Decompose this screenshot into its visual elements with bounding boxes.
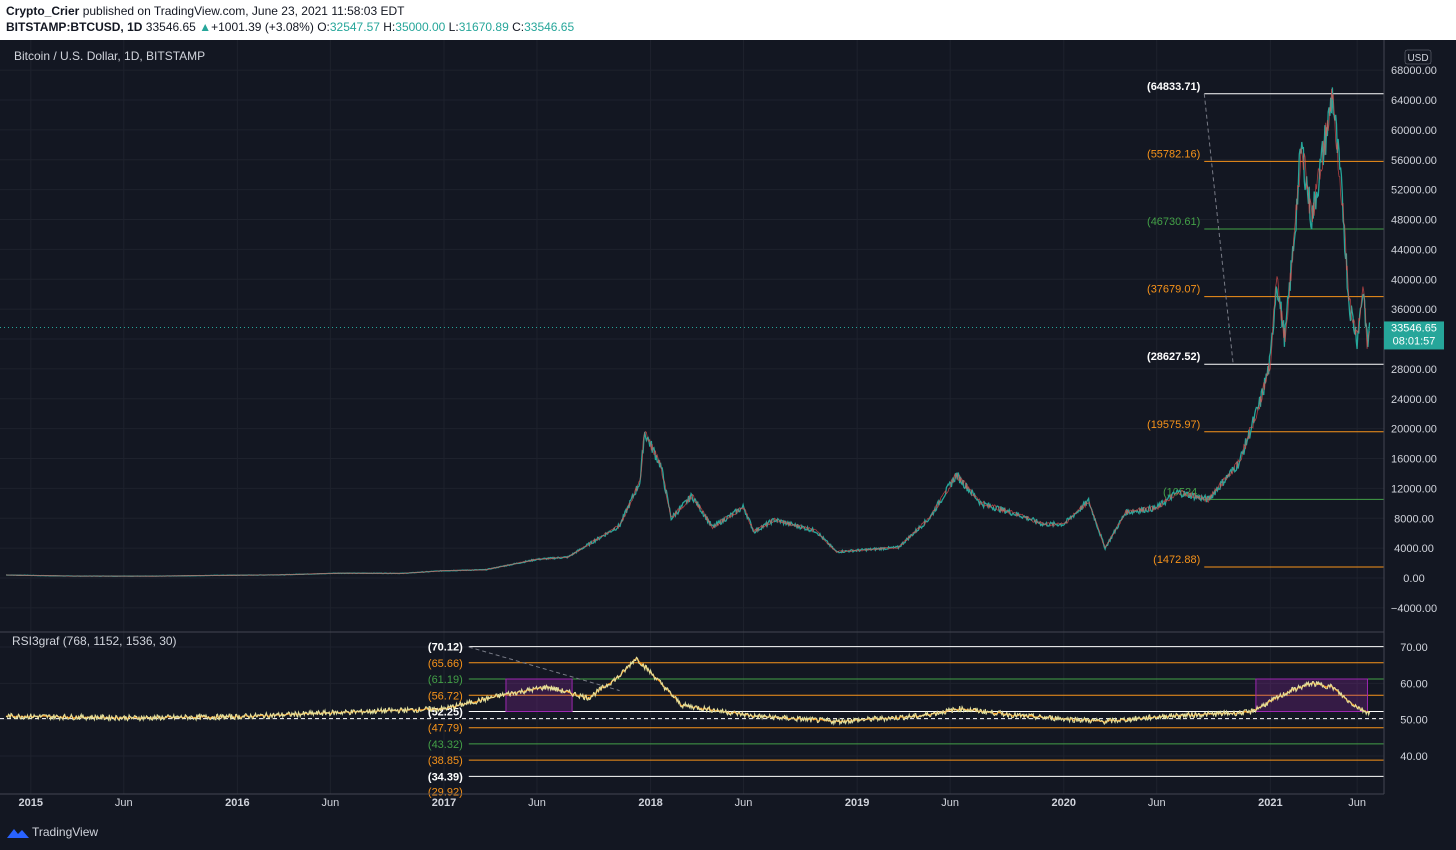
fib-level-label: (37679.07) bbox=[1147, 284, 1200, 296]
time-tick-label: 2018 bbox=[638, 797, 662, 809]
price-tick-label: 40000.00 bbox=[1391, 274, 1437, 286]
ohlc-line: BITSTAMP:BTCUSD, 1D 33546.65 ▲+1001.39 (… bbox=[6, 20, 574, 34]
time-tick-label: 2020 bbox=[1052, 797, 1076, 809]
price-change: +1001.39 (+3.08%) bbox=[211, 20, 314, 34]
time-tick-label: 2016 bbox=[225, 797, 249, 809]
open-label: O: bbox=[317, 20, 330, 34]
rsi-fib-label: (43.32) bbox=[428, 739, 463, 751]
rsi-trend-line[interactable] bbox=[468, 646, 620, 692]
publish-line: Crypto_Crier published on TradingView.co… bbox=[6, 4, 404, 18]
time-tick-label: Jun bbox=[735, 797, 753, 809]
rsi-tick-label: 70.00 bbox=[1400, 642, 1428, 654]
open-value: 32547.57 bbox=[329, 20, 380, 34]
rsi-tick-label: 40.00 bbox=[1400, 751, 1428, 763]
price-tick-label: 0.00 bbox=[1403, 573, 1424, 585]
price-tick-label: 44000.00 bbox=[1391, 244, 1437, 256]
price-series-shadow bbox=[6, 88, 1370, 577]
fib-level-label: (46730.61) bbox=[1147, 216, 1200, 228]
bar-countdown: 08:01:57 bbox=[1393, 335, 1436, 347]
last-price-badge-value: 33546.65 bbox=[1391, 322, 1437, 334]
publish-header: Crypto_Crier published on TradingView.co… bbox=[0, 0, 1456, 40]
price-tick-label: 68000.00 bbox=[1391, 65, 1437, 77]
price-tick-label: 28000.00 bbox=[1391, 364, 1437, 376]
time-tick-label: Jun bbox=[1348, 797, 1366, 809]
price-tick-label: 60000.00 bbox=[1391, 125, 1437, 137]
rsi-series-line-2 bbox=[5, 656, 1370, 726]
rsi-tick-label: 50.00 bbox=[1400, 715, 1428, 727]
rsi-pane-title: RSI3graf (768, 1152, 1536, 30) bbox=[12, 634, 177, 648]
tradingview-brand[interactable]: TradingView bbox=[32, 825, 99, 839]
fib-level-label: (64833.71) bbox=[1147, 81, 1201, 93]
price-axis[interactable]: 68000.00 64000.00 60000.00 56000.00 52000.00… bbox=[1391, 65, 1437, 615]
rsi-fib-label: (34.39) bbox=[428, 771, 463, 783]
chart-area[interactable]: (64833.71) (55782.16) (46730.61) (37679.07)… bbox=[0, 40, 1456, 814]
low-value: 31670.89 bbox=[458, 20, 509, 34]
fib-level-label: (19575.97) bbox=[1147, 419, 1200, 431]
rsi-fib-label: (47.79) bbox=[428, 723, 463, 735]
rsi-tick-label: 60.00 bbox=[1400, 678, 1428, 690]
tradingview-logo-icon[interactable] bbox=[6, 826, 30, 840]
price-tick-label: 52000.00 bbox=[1391, 185, 1437, 197]
rsi-fib-levels: (70.12)(65.66)(61.19)(56.72)(52.25)(47.7… bbox=[0, 642, 1384, 799]
up-arrow-icon: ▲ bbox=[199, 20, 212, 34]
price-grid bbox=[0, 69, 1384, 757]
fib-level-label: (1472.88) bbox=[1153, 554, 1200, 566]
price-tick-label: 56000.00 bbox=[1391, 155, 1437, 167]
fib-trend-line[interactable] bbox=[1203, 93, 1234, 365]
rsi-fib-label: (65.66) bbox=[428, 658, 463, 670]
fib-level-label: (28627.52) bbox=[1147, 351, 1201, 363]
rsi-axis[interactable]: 70.00 60.00 50.00 40.00 bbox=[1400, 642, 1428, 763]
price-pane-title: Bitcoin / U.S. Dollar, 1D, BITSTAMP bbox=[14, 49, 205, 63]
close-value: 33546.65 bbox=[524, 20, 575, 34]
author-name[interactable]: Crypto_Crier bbox=[6, 4, 80, 18]
price-tick-label: 36000.00 bbox=[1391, 304, 1437, 316]
footer: TradingView bbox=[0, 814, 1456, 850]
price-tick-label: 48000.00 bbox=[1391, 215, 1437, 227]
chart-background bbox=[0, 40, 1456, 814]
time-tick-label: Jun bbox=[1148, 797, 1166, 809]
last-price: 33546.65 bbox=[145, 20, 196, 34]
time-axis[interactable]: 2015 Jun 2016 Jun 2017 Jun 2018 Jun 2019 Jun 2020 J… bbox=[19, 797, 1366, 809]
grid bbox=[30, 40, 1358, 794]
price-fib-levels: (64833.71) (55782.16) (46730.61) (37679.07)… bbox=[1147, 81, 1384, 568]
price-tick-label: 4000.00 bbox=[1394, 543, 1434, 555]
close-label: C: bbox=[512, 20, 525, 34]
low-label: L: bbox=[448, 20, 459, 34]
rsi-fib-label: (61.19) bbox=[428, 674, 463, 686]
time-tick-label: 2019 bbox=[845, 797, 869, 809]
fib-level-label: (55782.16) bbox=[1147, 148, 1200, 160]
rsi-fib-label: (56.72) bbox=[428, 690, 463, 702]
time-tick-label: Jun bbox=[321, 797, 339, 809]
time-tick-label: Jun bbox=[528, 797, 546, 809]
price-tick-label: 24000.00 bbox=[1391, 394, 1437, 406]
price-tick-label: 64000.00 bbox=[1391, 95, 1437, 107]
time-tick-label: 2017 bbox=[432, 797, 456, 809]
currency-label: USD bbox=[1407, 53, 1428, 64]
publish-info: published on TradingView.com, June 23, 2… bbox=[79, 4, 405, 18]
time-tick-label: Jun bbox=[941, 797, 959, 809]
time-tick-label: 2015 bbox=[19, 797, 43, 809]
time-tick-label: 2021 bbox=[1258, 797, 1282, 809]
time-tick-label: Jun bbox=[115, 797, 133, 809]
price-tick-label: 8000.00 bbox=[1394, 513, 1434, 525]
rsi-fib-label: (38.85) bbox=[428, 755, 463, 767]
currency-badge[interactable] bbox=[1404, 49, 1432, 65]
rsi-fib-label: (70.12) bbox=[428, 642, 463, 654]
high-label: H: bbox=[383, 20, 396, 34]
price-tick-label: 20000.00 bbox=[1391, 424, 1437, 436]
price-tick-label: 12000.00 bbox=[1391, 483, 1437, 495]
last-price-badge bbox=[1384, 321, 1444, 350]
rsi-fib-label: (29.92) bbox=[428, 787, 463, 799]
price-tick-label: −4000.00 bbox=[1391, 603, 1437, 615]
high-value: 35000.00 bbox=[395, 20, 446, 34]
symbol-label: BITSTAMP:BTCUSD, 1D bbox=[6, 20, 143, 34]
price-tick-label: 16000.00 bbox=[1391, 454, 1437, 466]
